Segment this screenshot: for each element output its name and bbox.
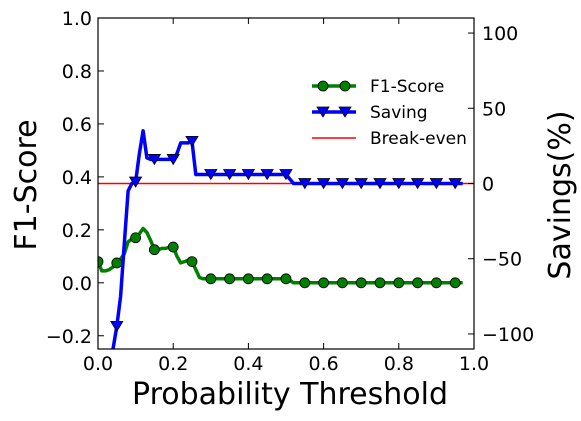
x-tick-label: 0.2	[158, 353, 188, 375]
x-tick-label: 0.6	[308, 353, 338, 375]
plot-frame	[97, 17, 475, 350]
data-point-saving	[448, 178, 462, 190]
legend-f1-marker	[339, 80, 351, 92]
y-tick-label: 0.8	[62, 61, 92, 83]
data-point-f1-score	[430, 277, 442, 289]
data-point-saving	[298, 178, 312, 190]
data-point-saving	[185, 135, 199, 148]
y-tick-label: 0.4	[62, 167, 92, 189]
data-point-saving	[354, 178, 368, 190]
data-point-saving	[110, 321, 124, 333]
data-point-f1-score	[336, 277, 348, 289]
data-point-saving	[279, 169, 293, 181]
data-point-f1-score	[318, 277, 330, 289]
x-tick-label: 0.8	[384, 353, 414, 375]
y2-tick-label: −100	[482, 324, 534, 346]
legend-label-break-even: Break-even	[370, 129, 467, 149]
data-point-f1-score	[111, 257, 123, 269]
x-tick-label: 0.4	[233, 353, 263, 375]
data-point-saving	[204, 169, 218, 181]
series-line-saving	[111, 129, 463, 349]
data-point-f1-score	[261, 273, 273, 285]
legend: F1-Score Saving Break-even	[312, 77, 467, 149]
data-point-saving	[316, 178, 331, 190]
y2-axis-title: Savings(%)	[543, 110, 578, 279]
legend-saving-marker	[338, 106, 352, 118]
plot-marks	[98, 129, 474, 349]
y-axis-title: F1-Score	[9, 119, 44, 250]
y-tick-label: 0.6	[62, 114, 92, 136]
data-point-f1-score	[393, 277, 405, 289]
series-line-f1-score	[98, 226, 463, 285]
data-point-saving	[260, 169, 274, 181]
x-tick-label: 0.0	[83, 353, 113, 375]
data-point-f1-score	[186, 256, 198, 268]
data-point-f1-score	[449, 277, 461, 289]
y2-tick-label: −50	[482, 249, 522, 271]
data-point-saving	[241, 169, 256, 181]
y-tick-label: −0.2	[46, 326, 92, 348]
data-point-f1-score	[98, 256, 104, 268]
data-point-f1-score	[355, 277, 367, 289]
data-point-f1-score	[412, 277, 424, 289]
data-point-f1-score	[167, 241, 179, 253]
data-point-f1-score	[242, 273, 254, 285]
data-point-saving	[392, 178, 406, 190]
y-tick-label: 1.0	[62, 8, 92, 30]
data-point-saving	[222, 169, 237, 181]
data-point-saving	[147, 154, 162, 166]
data-point-f1-score	[280, 273, 292, 285]
data-point-saving	[335, 178, 350, 190]
y2-tick-label: 50	[482, 98, 506, 120]
data-point-saving	[429, 178, 444, 190]
data-point-saving	[166, 154, 180, 166]
legend-label-saving: Saving	[370, 103, 428, 123]
data-point-f1-score	[205, 273, 217, 285]
data-point-f1-score	[148, 244, 160, 256]
legend-label-f1: F1-Score	[370, 77, 444, 97]
x-tick-label: 1.0	[459, 353, 489, 375]
data-point-saving	[128, 176, 143, 188]
data-point-f1-score	[374, 277, 386, 289]
data-point-f1-score	[130, 232, 142, 244]
data-point-f1-score	[299, 277, 311, 289]
legend-f1-marker	[317, 80, 329, 92]
axis-ticks: 0.0 0.2 0.4 0.6 0.8 1.0 1.0 0.8 0.6 0.4 0.2 0.0 −0.2…	[46, 8, 534, 375]
data-point-f1-score	[224, 273, 236, 285]
y2-tick-label: 100	[482, 23, 518, 45]
y2-tick-label: 0	[482, 174, 494, 196]
y-tick-label: 0.2	[62, 220, 92, 242]
data-point-saving	[373, 178, 387, 190]
legend-saving-marker	[316, 106, 330, 118]
x-axis-title: Probability Threshold	[132, 377, 448, 412]
y-tick-label: 0.0	[62, 273, 92, 295]
data-point-saving	[410, 178, 425, 190]
